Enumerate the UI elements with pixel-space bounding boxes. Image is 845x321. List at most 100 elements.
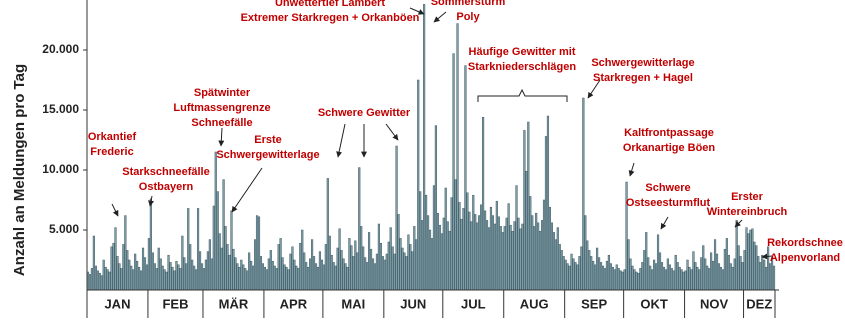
bar: [710, 252, 713, 291]
bar: [293, 259, 296, 291]
bar: [761, 254, 764, 291]
bar: [499, 226, 502, 291]
bar: [562, 256, 565, 291]
bar: [426, 215, 430, 291]
bar: [399, 238, 402, 291]
annotation: Erste: [254, 134, 282, 146]
x-tick-label: APR: [280, 296, 308, 311]
bar: [639, 268, 642, 291]
bar: [491, 215, 495, 291]
bar: [535, 212, 538, 291]
bar: [731, 266, 734, 291]
bar: [767, 246, 770, 291]
bar: [389, 227, 392, 291]
bar: [271, 260, 274, 291]
bar: [692, 251, 695, 291]
bar: [322, 264, 325, 291]
bar: [169, 262, 172, 291]
bar: [711, 260, 715, 291]
annotation-arrow: [218, 127, 225, 147]
y-axis-label: Anzahl an Meldungen pro Tag: [11, 64, 28, 276]
bar: [645, 232, 648, 291]
bar: [366, 262, 369, 291]
bar: [584, 215, 587, 291]
bar: [196, 208, 200, 291]
bar: [244, 268, 247, 291]
bar: [757, 256, 760, 291]
bar: [153, 263, 156, 291]
bar: [603, 268, 607, 291]
bar: [592, 260, 595, 291]
bar: [334, 265, 337, 291]
bar: [574, 262, 577, 291]
bar: [265, 269, 268, 291]
bar: [155, 268, 158, 291]
bar: [279, 238, 282, 291]
bar: [448, 230, 451, 291]
bar: [352, 256, 355, 291]
bar: [336, 247, 339, 291]
bar: [755, 245, 758, 291]
bar: [690, 269, 693, 291]
bar: [340, 250, 343, 291]
bar: [358, 167, 361, 291]
bar: [717, 263, 721, 291]
bar: [214, 151, 217, 291]
bar: [224, 226, 227, 291]
bar: [126, 250, 129, 291]
bar: [136, 260, 139, 291]
bar: [719, 266, 723, 291]
bar: [112, 242, 115, 291]
bar: [590, 256, 593, 291]
annotation: Orkantief: [88, 131, 137, 143]
bar: [478, 215, 481, 291]
bar: [383, 259, 386, 291]
x-tick-label: MAI: [341, 296, 365, 311]
bar: [696, 266, 699, 291]
bar: [305, 262, 308, 291]
bar: [668, 264, 671, 291]
bar: [350, 245, 353, 291]
bar: [393, 253, 396, 291]
bar: [165, 271, 168, 291]
bar: [381, 256, 384, 291]
bar: [483, 210, 487, 291]
bar: [723, 248, 726, 291]
bar: [149, 198, 152, 291]
bar: [240, 259, 243, 291]
x-tick-label: DEZ: [746, 296, 772, 311]
bar: [104, 266, 107, 291]
bar: [698, 269, 701, 291]
bar: [485, 220, 489, 291]
bar: [550, 222, 553, 291]
bar: [727, 254, 730, 291]
bar: [391, 246, 394, 291]
bar: [295, 265, 298, 291]
bar: [482, 116, 485, 291]
y-tick-label: 15.000: [42, 102, 79, 116]
bar: [454, 179, 457, 291]
bar: [181, 235, 184, 291]
annotation-brace: [477, 88, 568, 102]
bar: [450, 197, 453, 291]
bar: [157, 247, 160, 291]
bar: [263, 266, 266, 291]
bar: [474, 214, 477, 291]
bar: [108, 271, 111, 291]
bar: [653, 259, 656, 291]
bar: [252, 265, 255, 291]
annotation: Schneefälle: [191, 117, 252, 129]
bar: [694, 262, 697, 291]
bar: [556, 227, 559, 291]
bar: [572, 258, 575, 291]
bar: [749, 229, 752, 291]
bar: [621, 271, 624, 291]
bar: [141, 247, 145, 291]
bar: [371, 258, 375, 291]
bar: [259, 256, 263, 291]
bar: [464, 65, 467, 291]
bar: [594, 264, 597, 291]
bar: [735, 220, 738, 291]
bar: [356, 252, 359, 291]
bar: [430, 238, 434, 291]
